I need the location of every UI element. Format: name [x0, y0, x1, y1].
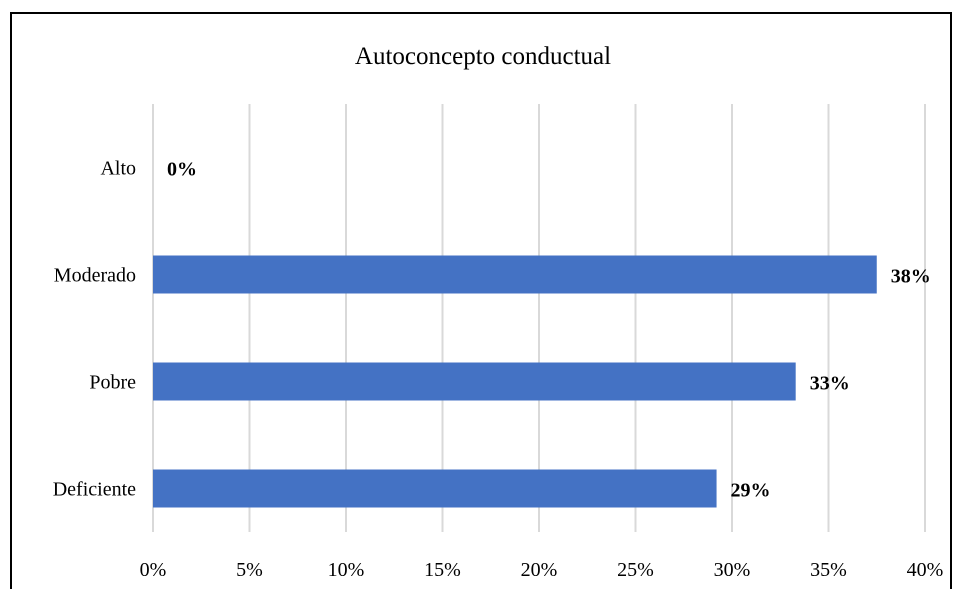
data-label-alto: 0%: [167, 159, 197, 181]
data-label-deficiente: 29%: [731, 480, 771, 502]
bar-moderado: [153, 255, 877, 294]
x-tick-label: 0%: [140, 559, 167, 581]
x-tick-label: 5%: [236, 559, 263, 581]
data-label-moderado: 38%: [891, 266, 931, 288]
bar-pobre: [153, 362, 796, 401]
chart: Autoconcepto conductual Alto Moderado Pobr…: [53, 43, 944, 581]
category-labels: Alto Moderado Pobre Deficiente: [53, 158, 136, 501]
category-label-alto: Alto: [100, 158, 136, 180]
bar-deficiente: [153, 469, 717, 508]
gridlines: [152, 104, 926, 532]
category-label-deficiente: Deficiente: [53, 479, 136, 501]
x-tick-label: 40%: [907, 559, 944, 581]
bars: [153, 255, 877, 508]
data-label-pobre: 33%: [810, 373, 850, 395]
data-labels: 0% 38% 33% 29%: [167, 159, 931, 502]
x-tick-label: 15%: [424, 559, 461, 581]
chart-title: Autoconcepto conductual: [355, 43, 611, 70]
x-tick-label: 30%: [714, 559, 751, 581]
x-tick-label: 25%: [617, 559, 654, 581]
category-label-moderado: Moderado: [54, 265, 136, 287]
x-tick-label: 35%: [810, 559, 847, 581]
chart-frame: Autoconcepto conductual Alto Moderado Pobr…: [10, 12, 952, 589]
x-tick-label: 20%: [521, 559, 558, 581]
x-tick-label: 10%: [328, 559, 365, 581]
x-tick-labels: 0% 5% 10% 15% 20% 25% 30% 35% 40%: [140, 559, 944, 581]
category-label-pobre: Pobre: [89, 372, 136, 394]
